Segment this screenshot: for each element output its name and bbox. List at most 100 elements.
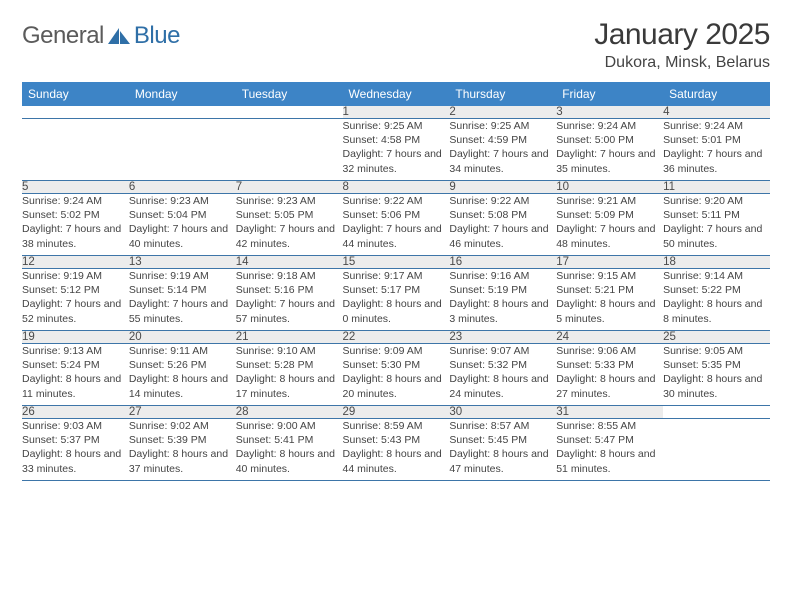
day-detail-cell: Sunrise: 8:59 AMSunset: 5:43 PMDaylight:… xyxy=(343,419,450,481)
day-detail-cell: Sunrise: 9:25 AMSunset: 4:59 PMDaylight:… xyxy=(449,119,556,181)
day-detail-cell: Sunrise: 9:18 AMSunset: 5:16 PMDaylight:… xyxy=(236,269,343,331)
day-info-line: Daylight: 7 hours and 52 minutes. xyxy=(22,297,129,325)
day-detail-cell: Sunrise: 9:06 AMSunset: 5:33 PMDaylight:… xyxy=(556,344,663,406)
day-info-line: Sunset: 5:35 PM xyxy=(663,358,770,372)
day-number-row: 19202122232425 xyxy=(22,331,770,344)
day-detail-row: Sunrise: 9:03 AMSunset: 5:37 PMDaylight:… xyxy=(22,419,770,481)
day-number-cell: 22 xyxy=(343,331,450,344)
day-info-line: Sunset: 5:02 PM xyxy=(22,208,129,222)
day-number-cell: 12 xyxy=(22,256,129,269)
day-info-line: Sunrise: 9:21 AM xyxy=(556,194,663,208)
day-info-line: Daylight: 7 hours and 48 minutes. xyxy=(556,222,663,250)
day-info-line: Daylight: 7 hours and 55 minutes. xyxy=(129,297,236,325)
day-number-cell: 28 xyxy=(236,406,343,419)
day-info-line: Sunrise: 9:09 AM xyxy=(343,344,450,358)
day-info-line: Sunset: 5:01 PM xyxy=(663,133,770,147)
day-number-row: 567891011 xyxy=(22,181,770,194)
day-info-line: Daylight: 8 hours and 24 minutes. xyxy=(449,372,556,400)
day-info-line: Sunset: 4:58 PM xyxy=(343,133,450,147)
day-info-line: Daylight: 7 hours and 57 minutes. xyxy=(236,297,343,325)
day-info-line: Daylight: 8 hours and 11 minutes. xyxy=(22,372,129,400)
day-detail-cell: Sunrise: 9:24 AMSunset: 5:02 PMDaylight:… xyxy=(22,194,129,256)
day-info-line: Daylight: 7 hours and 34 minutes. xyxy=(449,147,556,175)
day-detail-cell: Sunrise: 8:55 AMSunset: 5:47 PMDaylight:… xyxy=(556,419,663,481)
day-number-cell: 2 xyxy=(449,106,556,119)
location-label: Dukora, Minsk, Belarus xyxy=(594,54,770,72)
day-number-cell: 11 xyxy=(663,181,770,194)
day-info-line: Sunrise: 9:22 AM xyxy=(343,194,450,208)
weekday-header: Friday xyxy=(556,82,663,106)
day-info-line: Sunrise: 9:00 AM xyxy=(236,419,343,433)
day-info-line: Sunset: 5:19 PM xyxy=(449,283,556,297)
day-number-cell xyxy=(236,106,343,119)
day-number-cell: 3 xyxy=(556,106,663,119)
page-title: January 2025 xyxy=(594,18,770,52)
weekday-header-row: Sunday Monday Tuesday Wednesday Thursday… xyxy=(22,82,770,106)
day-info-line: Sunrise: 9:13 AM xyxy=(22,344,129,358)
day-detail-cell xyxy=(129,119,236,181)
day-number-cell: 6 xyxy=(129,181,236,194)
day-info-line: Sunset: 5:43 PM xyxy=(343,433,450,447)
day-info-line: Daylight: 8 hours and 33 minutes. xyxy=(22,447,129,475)
day-number-cell: 24 xyxy=(556,331,663,344)
day-info-line: Sunrise: 9:07 AM xyxy=(449,344,556,358)
day-info-line: Sunrise: 8:57 AM xyxy=(449,419,556,433)
day-info-line: Sunrise: 9:06 AM xyxy=(556,344,663,358)
day-info-line: Daylight: 8 hours and 17 minutes. xyxy=(236,372,343,400)
day-info-line: Daylight: 7 hours and 50 minutes. xyxy=(663,222,770,250)
day-info-line: Sunset: 5:47 PM xyxy=(556,433,663,447)
day-info-line: Daylight: 8 hours and 47 minutes. xyxy=(449,447,556,475)
day-detail-cell: Sunrise: 9:24 AMSunset: 5:01 PMDaylight:… xyxy=(663,119,770,181)
day-info-line: Daylight: 7 hours and 44 minutes. xyxy=(343,222,450,250)
day-number-cell xyxy=(663,406,770,419)
day-detail-cell: Sunrise: 9:19 AMSunset: 5:14 PMDaylight:… xyxy=(129,269,236,331)
day-detail-cell: Sunrise: 9:02 AMSunset: 5:39 PMDaylight:… xyxy=(129,419,236,481)
day-detail-cell: Sunrise: 9:09 AMSunset: 5:30 PMDaylight:… xyxy=(343,344,450,406)
day-number-cell: 26 xyxy=(22,406,129,419)
day-number-cell: 7 xyxy=(236,181,343,194)
weekday-header: Sunday xyxy=(22,82,129,106)
day-info-line: Sunrise: 9:02 AM xyxy=(129,419,236,433)
day-number-row: 1234 xyxy=(22,106,770,119)
day-info-line: Sunrise: 9:19 AM xyxy=(129,269,236,283)
day-detail-cell: Sunrise: 9:25 AMSunset: 4:58 PMDaylight:… xyxy=(343,119,450,181)
day-detail-cell: Sunrise: 9:19 AMSunset: 5:12 PMDaylight:… xyxy=(22,269,129,331)
day-number-cell: 15 xyxy=(343,256,450,269)
day-info-line: Sunrise: 9:15 AM xyxy=(556,269,663,283)
logo-sail-icon xyxy=(107,27,131,45)
day-number-cell: 10 xyxy=(556,181,663,194)
weekday-header: Wednesday xyxy=(343,82,450,106)
day-info-line: Sunrise: 9:17 AM xyxy=(343,269,450,283)
day-detail-cell: Sunrise: 9:22 AMSunset: 5:06 PMDaylight:… xyxy=(343,194,450,256)
day-info-line: Sunset: 5:26 PM xyxy=(129,358,236,372)
calendar-table: Sunday Monday Tuesday Wednesday Thursday… xyxy=(22,82,770,481)
day-info-line: Sunset: 5:21 PM xyxy=(556,283,663,297)
day-info-line: Sunset: 4:59 PM xyxy=(449,133,556,147)
day-detail-cell: Sunrise: 9:10 AMSunset: 5:28 PMDaylight:… xyxy=(236,344,343,406)
day-info-line: Sunrise: 9:24 AM xyxy=(22,194,129,208)
weekday-header: Saturday xyxy=(663,82,770,106)
day-number-cell: 9 xyxy=(449,181,556,194)
day-info-line: Sunrise: 9:10 AM xyxy=(236,344,343,358)
day-number-cell: 30 xyxy=(449,406,556,419)
day-info-line: Sunset: 5:14 PM xyxy=(129,283,236,297)
day-info-line: Daylight: 7 hours and 38 minutes. xyxy=(22,222,129,250)
day-detail-cell: Sunrise: 9:21 AMSunset: 5:09 PMDaylight:… xyxy=(556,194,663,256)
day-info-line: Sunrise: 9:03 AM xyxy=(22,419,129,433)
day-detail-row: Sunrise: 9:25 AMSunset: 4:58 PMDaylight:… xyxy=(22,119,770,181)
day-detail-cell: Sunrise: 9:20 AMSunset: 5:11 PMDaylight:… xyxy=(663,194,770,256)
weekday-header: Tuesday xyxy=(236,82,343,106)
day-number-cell: 16 xyxy=(449,256,556,269)
day-info-line: Daylight: 8 hours and 14 minutes. xyxy=(129,372,236,400)
day-detail-cell: Sunrise: 9:17 AMSunset: 5:17 PMDaylight:… xyxy=(343,269,450,331)
header: General Blue January 2025 Dukora, Minsk,… xyxy=(22,18,770,72)
day-info-line: Sunset: 5:17 PM xyxy=(343,283,450,297)
day-info-line: Sunset: 5:05 PM xyxy=(236,208,343,222)
day-info-line: Sunrise: 9:22 AM xyxy=(449,194,556,208)
day-info-line: Sunrise: 9:23 AM xyxy=(236,194,343,208)
day-info-line: Daylight: 7 hours and 32 minutes. xyxy=(343,147,450,175)
day-info-line: Daylight: 8 hours and 5 minutes. xyxy=(556,297,663,325)
day-info-line: Sunset: 5:04 PM xyxy=(129,208,236,222)
day-info-line: Daylight: 7 hours and 35 minutes. xyxy=(556,147,663,175)
day-number-row: 12131415161718 xyxy=(22,256,770,269)
